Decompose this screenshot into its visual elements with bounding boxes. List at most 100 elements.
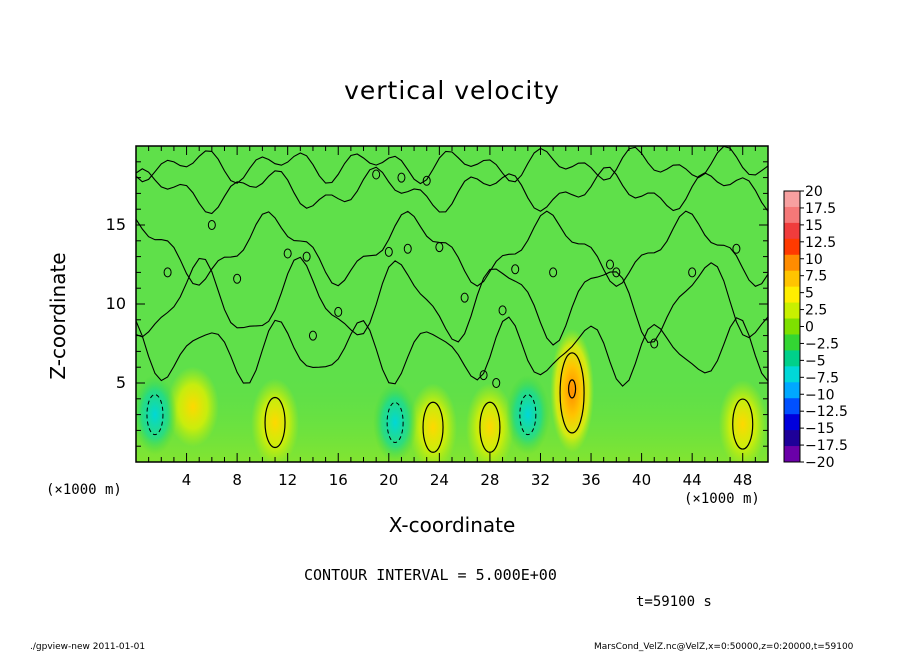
- footer-left: ./gpview-new 2011-01-01: [30, 642, 146, 652]
- y-tick-label-15: 15: [106, 215, 126, 234]
- colorbar-label-9: −2.5: [805, 336, 839, 352]
- colorbar-label-0: 20: [805, 184, 823, 200]
- colorbar-segment-7: [784, 302, 800, 320]
- chart-title: vertical velocity: [344, 76, 560, 105]
- contour-5-2: [422, 401, 444, 453]
- contour-10-0: [567, 379, 577, 399]
- contour-5-4: [732, 398, 754, 450]
- colorbar-label-5: 7.5: [805, 269, 827, 285]
- x-tick-label-12: 12: [278, 471, 297, 489]
- colorbar-segment-4: [784, 254, 800, 272]
- colorbar-segment-11: [784, 366, 800, 383]
- small-contour-1: [397, 172, 406, 183]
- small-contour-5: [302, 251, 311, 262]
- x-unit-right: (×1000 m): [684, 491, 760, 507]
- colorbar-label-11: −7.5: [805, 370, 839, 386]
- small-contour-14: [688, 267, 697, 278]
- contour-neg-8: [519, 394, 537, 436]
- x-tick-label-32: 32: [531, 471, 550, 489]
- y-tick-label-5: 5: [116, 373, 126, 392]
- x-tick-label-24: 24: [430, 471, 449, 489]
- small-contour-16: [460, 292, 469, 303]
- small-contour-17: [498, 305, 507, 316]
- contour-5-0: [559, 352, 585, 434]
- zero-contour-0: [136, 166, 768, 215]
- feature-blob-3: [465, 383, 514, 462]
- colorbar-segment-9: [784, 334, 800, 351]
- feature-blob-0: [550, 328, 595, 453]
- colorbar-segment-16: [784, 446, 800, 463]
- small-contour-15: [732, 243, 741, 254]
- plot-area: [136, 146, 768, 462]
- colorbar-label-1: 17.5: [805, 201, 836, 217]
- colorbar-label-7: 2.5: [805, 303, 827, 319]
- small-contour-19: [479, 370, 488, 381]
- x-tick-label-28: 28: [480, 471, 499, 489]
- colorbar-segment-14: [784, 414, 800, 431]
- small-contour-12: [163, 267, 172, 278]
- y-tick-label-10: 10: [106, 294, 126, 313]
- x-axis-label: X-coordinate: [388, 513, 516, 537]
- feature-blob-7: [373, 382, 418, 462]
- small-contour-22: [334, 306, 343, 317]
- y-axis: 5 10 15: [106, 161, 768, 447]
- small-contour-8: [435, 242, 444, 253]
- x-tick-label-20: 20: [379, 471, 398, 489]
- feature-blob-6: [136, 374, 177, 455]
- small-contour-9: [511, 264, 520, 275]
- colorbar-segment-5: [784, 270, 800, 288]
- y-axis-label: Z-coordinate: [46, 252, 70, 380]
- colorbar-label-15: −17.5: [805, 438, 848, 454]
- small-contour-4: [283, 248, 292, 259]
- x-tick-label-44: 44: [683, 471, 702, 489]
- zero-contour-2: [136, 256, 768, 346]
- x-tick-label-8: 8: [232, 471, 242, 489]
- small-contour-18: [549, 267, 558, 278]
- colorbar-label-12: −10: [805, 387, 835, 403]
- colorbar-label-3: 12.5: [805, 235, 836, 251]
- small-contour-23: [650, 338, 659, 349]
- contour-neg-7: [386, 402, 404, 443]
- time-label: t=59100 s: [636, 594, 712, 610]
- contour-5-3: [479, 401, 501, 453]
- feature-blob-1: [251, 378, 300, 462]
- colorbar-label-2: 15: [805, 218, 823, 234]
- colorbar-segment-0: [784, 191, 800, 208]
- colorbar-label-4: 10: [805, 252, 823, 268]
- colorbar-label-13: −12.5: [805, 404, 848, 420]
- colorbar-label-8: 0: [805, 320, 814, 336]
- small-contour-7: [403, 243, 412, 254]
- colorbar-segment-13: [784, 398, 800, 415]
- small-contour-11: [612, 267, 621, 278]
- zero-contour-1: [136, 210, 768, 287]
- small-contour-10: [606, 259, 614, 270]
- colorbar-segment-15: [784, 430, 800, 447]
- small-contour-2: [422, 175, 431, 186]
- feature-blob-2: [409, 383, 458, 462]
- small-contour-3: [207, 220, 216, 230]
- colorbar: 2017.51512.5107.552.50−2.5−5−7.5−10−12.5…: [783, 184, 848, 471]
- colorbar-label-14: −15: [805, 421, 835, 437]
- x-tick-label-40: 40: [632, 471, 651, 489]
- colorbar-segment-6: [784, 286, 800, 304]
- small-contour-6: [384, 246, 393, 257]
- feature-blob-8: [505, 374, 550, 455]
- x-axis: 4 8 12 16 20 24 28 32 36 40 44 48: [148, 146, 756, 489]
- colorbar-label-16: −20: [805, 455, 835, 471]
- colorbar-segment-2: [784, 222, 800, 240]
- contour-neg-6: [146, 394, 164, 436]
- colorbar-segment-3: [784, 238, 800, 256]
- footer-right: MarsCond_VelZ.nc@VelZ,x=0:50000,z=0:2000…: [594, 642, 854, 652]
- x-tick-label-36: 36: [581, 471, 600, 489]
- small-contour-0: [372, 169, 381, 180]
- colorbar-label-6: 5: [805, 286, 814, 302]
- contour-5-1: [264, 396, 286, 449]
- x-tick-label-4: 4: [182, 471, 192, 489]
- small-contour-13: [233, 273, 242, 284]
- colorbar-segment-10: [784, 350, 800, 367]
- feature-blob-4: [718, 380, 767, 462]
- x-unit-left: (×1000 m): [46, 482, 122, 498]
- small-contour-20: [492, 378, 501, 388]
